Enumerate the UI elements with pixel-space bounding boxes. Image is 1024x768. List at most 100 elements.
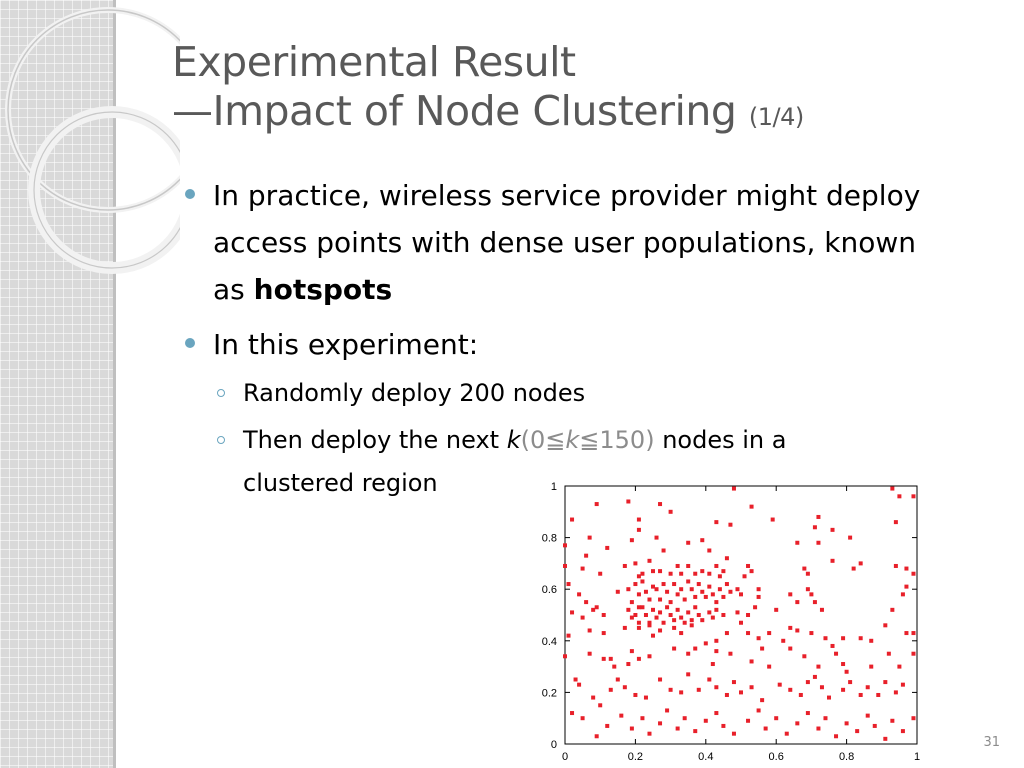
- side-band-edge: [113, 0, 116, 768]
- data-point: [865, 685, 870, 690]
- data-point: [897, 664, 902, 669]
- data-point: [636, 625, 641, 630]
- data-point: [622, 625, 627, 630]
- data-point: [805, 680, 810, 685]
- data-point: [749, 569, 754, 574]
- data-point: [570, 517, 575, 522]
- data-point: [830, 527, 835, 532]
- data-point: [636, 574, 641, 579]
- data-point: [714, 563, 719, 568]
- data-point: [679, 690, 684, 695]
- data-point: [816, 540, 821, 545]
- data-point: [580, 716, 585, 721]
- sub-bullet-2-post: nodes in a clustered region: [243, 426, 787, 497]
- data-point: [601, 656, 606, 661]
- data-point: [827, 695, 831, 700]
- data-point: [647, 731, 652, 736]
- data-point: [855, 729, 860, 734]
- data-point: [710, 615, 715, 620]
- data-point: [731, 486, 736, 491]
- data-point: [693, 571, 698, 576]
- data-point: [904, 584, 909, 589]
- data-point: [686, 579, 691, 584]
- data-point: [636, 527, 641, 532]
- data-point: [661, 548, 666, 553]
- data-point: [654, 615, 659, 620]
- data-point: [876, 692, 881, 697]
- data-point: [703, 641, 708, 646]
- data-point: [647, 597, 652, 602]
- data-point: [580, 566, 585, 571]
- bullet-item-1: In practice, wireless service provider m…: [185, 172, 945, 313]
- data-point: [668, 600, 673, 605]
- x-tick-label: 1: [914, 751, 920, 763]
- sub-bullet-2-k: k: [506, 426, 521, 454]
- data-point: [883, 623, 888, 628]
- data-point: [594, 605, 599, 610]
- data-point: [816, 726, 821, 731]
- data-point: [693, 605, 698, 610]
- data-point: [654, 587, 659, 592]
- data-point: [573, 677, 578, 682]
- data-point: [756, 708, 761, 713]
- data-point: [622, 563, 627, 568]
- data-point: [651, 633, 655, 638]
- data-point: [714, 520, 719, 525]
- data-point: [774, 607, 779, 612]
- data-point: [812, 600, 817, 605]
- data-point: [756, 636, 761, 641]
- data-point: [858, 692, 863, 697]
- node-scatter-plot: 0 0.2 0.4 0.6 0.8 1 0 0.2 0.4 0.6 0.8 1: [542, 481, 920, 763]
- data-point: [788, 646, 793, 651]
- data-point: [890, 718, 895, 723]
- data-point: [636, 605, 641, 610]
- x-tick-label: 0: [562, 751, 568, 763]
- data-point: [696, 582, 701, 587]
- title-page-indicator: (1/4): [748, 103, 804, 131]
- data-point: [563, 654, 567, 659]
- y-tick-label: 1: [551, 481, 557, 493]
- data-point: [707, 610, 712, 615]
- data-point: [841, 636, 846, 641]
- sub-bullet-2-range-k: k: [565, 426, 580, 454]
- data-point: [858, 561, 863, 566]
- slide-title: Experimental Result —Impact of Node Clus…: [172, 38, 804, 142]
- data-point: [679, 615, 684, 620]
- data-point: [665, 589, 670, 594]
- data-point: [570, 610, 575, 615]
- data-point: [591, 607, 596, 612]
- data-point: [788, 592, 793, 597]
- data-point: [679, 571, 684, 576]
- data-point: [686, 563, 691, 568]
- data-point: [890, 486, 895, 491]
- data-point: [770, 517, 775, 522]
- sub-bullet-item-2: Then deploy the next k(0≦k≦150) nodes in…: [185, 419, 883, 505]
- data-point: [739, 592, 743, 597]
- data-point: [893, 563, 898, 568]
- data-point: [844, 669, 849, 674]
- data-point: [795, 721, 800, 726]
- data-point: [700, 569, 705, 574]
- data-point: [869, 638, 874, 643]
- data-point: [707, 571, 712, 576]
- data-point: [686, 672, 691, 677]
- data-point: [809, 631, 814, 636]
- data-point: [746, 563, 751, 568]
- data-point: [703, 718, 708, 723]
- data-point: [598, 571, 603, 576]
- data-point: [686, 651, 691, 656]
- data-point: [622, 685, 627, 690]
- data-point: [834, 651, 839, 656]
- data-point: [805, 587, 810, 592]
- data-point: [710, 592, 715, 597]
- data-point: [608, 656, 613, 661]
- data-point: [911, 651, 916, 656]
- data-point: [587, 535, 592, 540]
- data-point: [587, 651, 592, 656]
- data-point: [721, 594, 726, 599]
- data-point: [851, 566, 856, 571]
- data-point: [798, 692, 803, 697]
- data-point: [594, 734, 599, 739]
- data-point: [629, 726, 634, 731]
- data-point: [700, 589, 705, 594]
